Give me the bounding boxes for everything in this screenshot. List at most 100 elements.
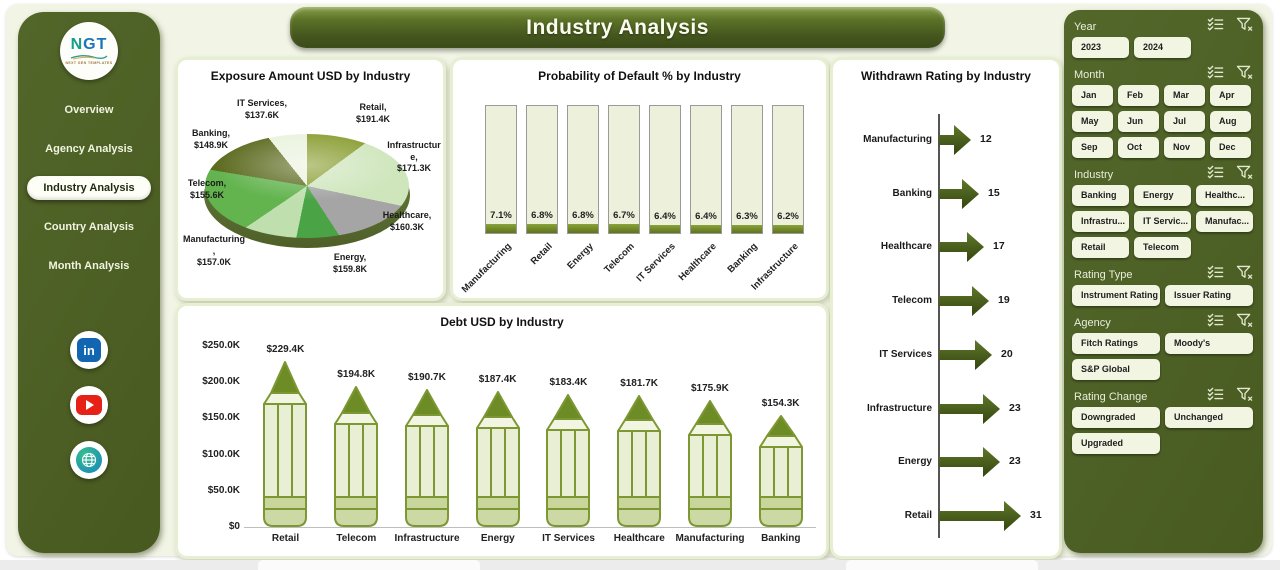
withdrawn-arrow-banking[interactable] — [939, 176, 1039, 212]
filter-option-rating-type-issuer-rating[interactable]: Issuer Rating — [1165, 285, 1253, 306]
pd-bar-banking[interactable]: 6.3% — [731, 105, 763, 234]
debt-pencil-retail[interactable] — [261, 361, 309, 532]
withdrawn-arrow-manufacturing[interactable] — [939, 122, 1039, 158]
filter-option-rating-change-unchanged[interactable]: Unchanged — [1165, 407, 1253, 428]
debt-category-label: Manufacturing — [675, 533, 745, 544]
debt-pencil-manufacturing[interactable] — [686, 400, 734, 532]
clear-filter-icon[interactable] — [1236, 17, 1253, 37]
withdrawn-arrow-retail[interactable] — [939, 498, 1039, 534]
filter-option-month-jul[interactable]: Jul — [1164, 111, 1205, 132]
pd-bar-manufacturing[interactable]: 7.1% — [485, 105, 517, 234]
filter-option-month-sep[interactable]: Sep — [1072, 137, 1113, 158]
clear-filter-icon[interactable] — [1236, 387, 1253, 407]
filter-option-industry-manufac[interactable]: Manufac... — [1196, 211, 1253, 232]
pd-bar-infrastructure[interactable]: 6.2% — [772, 105, 804, 234]
withdrawn-arrow-healthcare[interactable] — [939, 229, 1039, 265]
debt-pencil-infrastructure[interactable] — [403, 389, 451, 532]
withdrawn-arrow-telecom[interactable] — [939, 283, 1039, 319]
filter-option-industry-telecom[interactable]: Telecom — [1134, 237, 1191, 258]
linkedin-icon: in — [77, 338, 101, 362]
filter-option-month-nov[interactable]: Nov — [1164, 137, 1205, 158]
pd-bar-telecom[interactable]: 6.7% — [608, 105, 640, 234]
filter-option-industry-retail[interactable]: Retail — [1072, 237, 1129, 258]
filter-option-industry-energy[interactable]: Energy — [1134, 185, 1191, 206]
debt-pencil-energy[interactable] — [474, 391, 522, 532]
pie-label-banking: Banking, $148.9K — [191, 128, 230, 150]
filter-header-rating-change: Rating Change — [1072, 386, 1255, 407]
filter-option-month-feb[interactable]: Feb — [1118, 85, 1159, 106]
filter-header-industry: Industry — [1072, 164, 1255, 185]
clear-filter-icon[interactable] — [1236, 65, 1253, 85]
logo-subtext: NEXT GEN TEMPLATES — [65, 61, 113, 65]
filter-option-industry-banking[interactable]: Banking — [1072, 185, 1129, 206]
debt-pencil-telecom[interactable] — [332, 386, 380, 532]
filter-option-month-oct[interactable]: Oct — [1118, 137, 1159, 158]
debt-value-label: $154.3K — [761, 398, 800, 409]
filter-option-month-apr[interactable]: Apr — [1210, 85, 1251, 106]
filter-option-rating-change-downgraded[interactable]: Downgraded — [1072, 407, 1160, 428]
filter-option-year-2023[interactable]: 2023 — [1072, 37, 1129, 58]
filter-option-month-may[interactable]: May — [1072, 111, 1113, 132]
filter-option-rating-change-upgraded[interactable]: Upgraded — [1072, 433, 1160, 454]
debt-value-label: $183.4K — [549, 377, 588, 388]
sidebar-item-month-analysis[interactable]: Month Analysis — [48, 260, 130, 272]
debt-ytick: $100.0K — [202, 448, 240, 460]
clear-filter-icon[interactable] — [1236, 265, 1253, 285]
debt-category-label: Banking — [761, 533, 801, 544]
debt-pencil-banking[interactable] — [757, 415, 805, 532]
filter-option-rating-type-instrument-rating[interactable]: Instrument Rating — [1072, 285, 1160, 306]
select-all-icon[interactable] — [1207, 265, 1224, 284]
debt-category-label: Healthcare — [613, 533, 665, 544]
filter-option-month-jan[interactable]: Jan — [1072, 85, 1113, 106]
select-all-icon[interactable] — [1207, 387, 1224, 406]
filter-label-month: Month — [1074, 68, 1105, 81]
select-all-icon[interactable] — [1207, 17, 1224, 36]
debt-ytick: $150.0K — [202, 412, 240, 424]
filter-header-icons — [1207, 165, 1253, 185]
filter-option-agency-moody-s[interactable]: Moody's — [1165, 333, 1253, 354]
filter-option-industry-infrastru[interactable]: Infrastru... — [1072, 211, 1129, 232]
filter-option-agency-fitch-ratings[interactable]: Fitch Ratings — [1072, 333, 1160, 354]
pd-bar-energy[interactable]: 6.8% — [567, 105, 599, 234]
filter-option-year-2024[interactable]: 2024 — [1134, 37, 1191, 58]
clear-filter-icon[interactable] — [1236, 313, 1253, 333]
sidebar-item-agency-analysis[interactable]: Agency Analysis — [45, 143, 133, 155]
withdrawn-value-label: 20 — [1001, 347, 1013, 360]
filter-option-month-jun[interactable]: Jun — [1118, 111, 1159, 132]
pd-bar-value: 6.4% — [695, 211, 717, 222]
pie-plot[interactable] — [205, 134, 409, 238]
clear-filter-icon[interactable] — [1236, 165, 1253, 185]
debt-pencil-healthcare[interactable] — [615, 395, 663, 532]
pd-bar-healthcare[interactable]: 6.4% — [690, 105, 722, 234]
select-all-icon[interactable] — [1207, 165, 1224, 184]
website-link[interactable] — [70, 441, 108, 479]
debt-pencil-it-services[interactable] — [544, 394, 592, 532]
filter-option-industry-it-servic[interactable]: IT Servic... — [1134, 211, 1191, 232]
select-all-icon[interactable] — [1207, 65, 1224, 84]
select-all-icon[interactable] — [1207, 313, 1224, 332]
withdrawn-value-label: 31 — [1030, 508, 1042, 521]
withdrawn-rating-card: Withdrawn Rating by Industry Manufacturi… — [830, 57, 1062, 559]
sidebar-item-country-analysis[interactable]: Country Analysis — [43, 221, 135, 233]
youtube-link[interactable] — [70, 386, 108, 424]
pd-bar-it-services[interactable]: 6.4% — [649, 105, 681, 234]
withdrawn-arrow-energy[interactable] — [939, 444, 1039, 480]
filter-option-agency-s-p-global[interactable]: S&P Global — [1072, 359, 1160, 380]
debt-x-axis — [244, 527, 816, 528]
filter-section-month: Month Jan Feb Mar Apr May Jun Jul Aug Sep Oct Nov De… — [1072, 64, 1255, 158]
filter-section-industry: Industry Banking Energy Healthc... Infrastru… — [1072, 164, 1255, 258]
sidebar-item-industry-analysis[interactable]: Industry Analysis — [27, 176, 151, 200]
linkedin-link[interactable]: in — [70, 331, 108, 369]
pd-bar-retail[interactable]: 6.8% — [526, 105, 558, 234]
withdrawn-arrow-infrastructure[interactable] — [939, 391, 1039, 427]
filter-header-month: Month — [1072, 64, 1255, 85]
filter-option-month-mar[interactable]: Mar — [1164, 85, 1205, 106]
filter-header-icons — [1207, 65, 1253, 85]
sidebar-item-overview[interactable]: Overview — [64, 104, 114, 116]
filter-option-month-dec[interactable]: Dec — [1210, 137, 1251, 158]
pd-chart-title: Probability of Default % by Industry — [538, 69, 741, 83]
withdrawn-arrow-it-services[interactable] — [939, 337, 1039, 373]
filter-option-month-aug[interactable]: Aug — [1210, 111, 1251, 132]
filter-option-industry-healthc[interactable]: Healthc... — [1196, 185, 1253, 206]
filter-options-rating-change: Downgraded Unchanged Upgraded — [1072, 407, 1255, 454]
